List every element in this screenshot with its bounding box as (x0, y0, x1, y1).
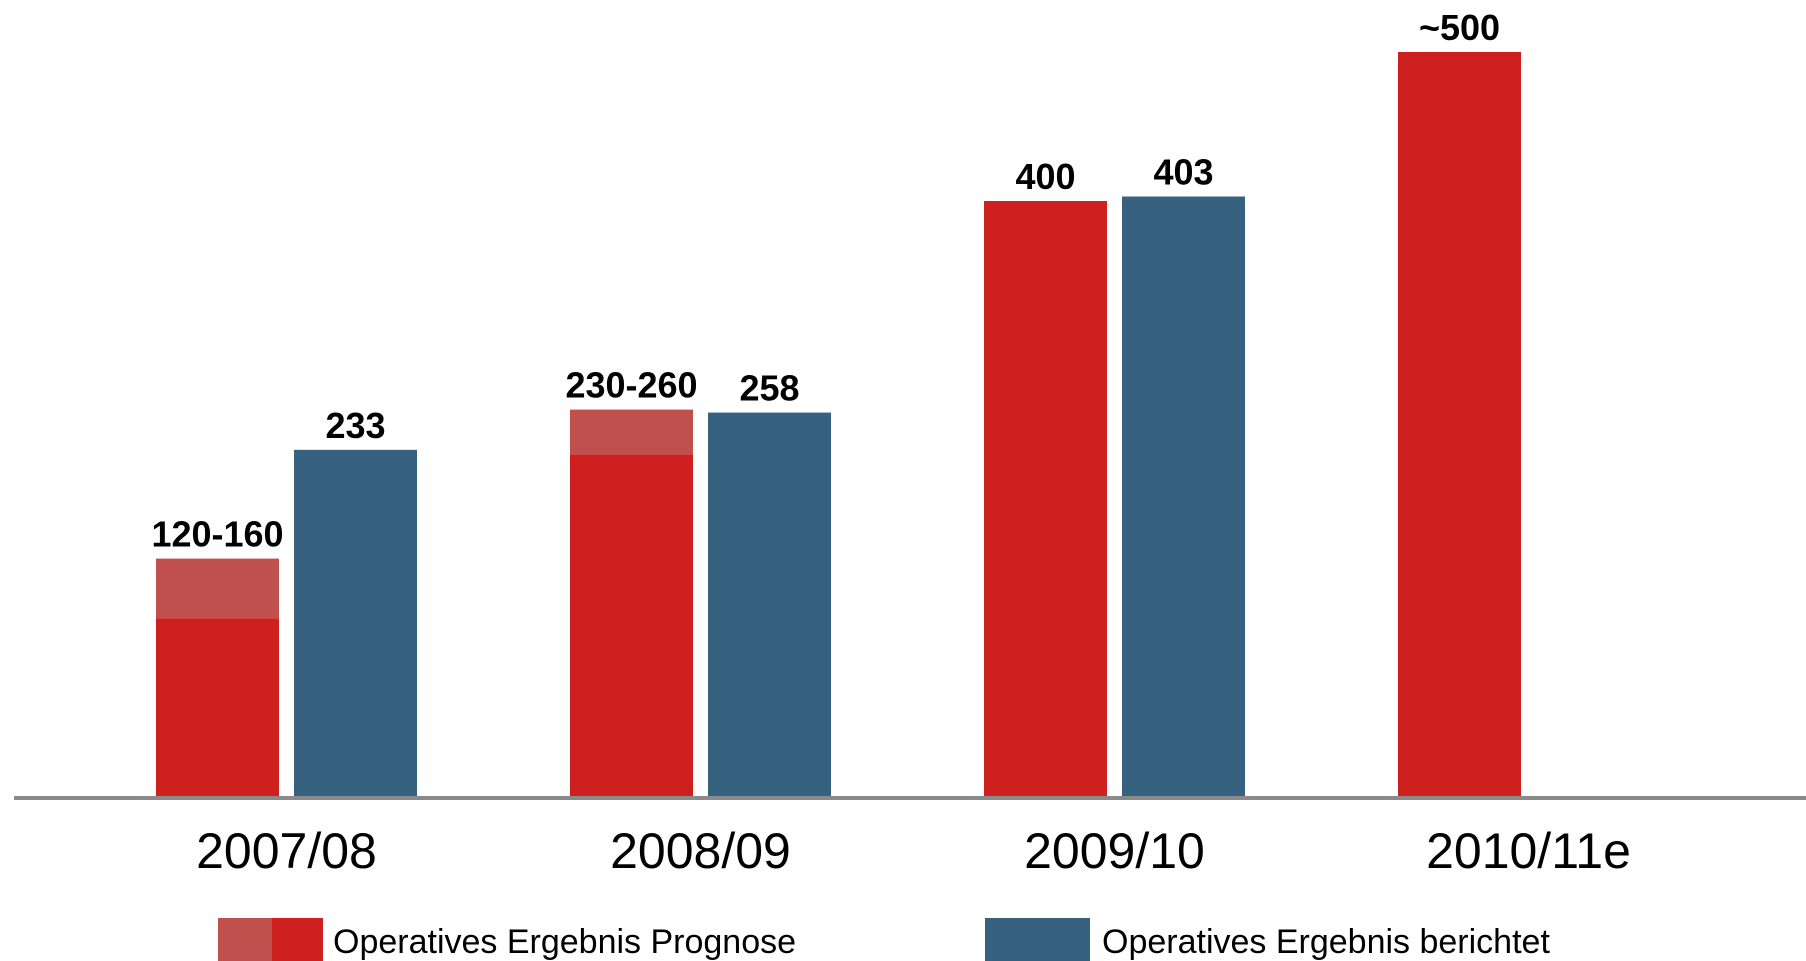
forecast-bar-2010/11e (1398, 52, 1521, 797)
reported-value-label: 258 (739, 368, 799, 409)
forecast-range-bar-2008/09 (570, 409, 693, 455)
legend-swatch-forecast (272, 918, 323, 961)
forecast-value-label: 230-260 (565, 365, 697, 406)
category-label: 2009/10 (1024, 823, 1205, 879)
reported-value-label: 233 (325, 405, 385, 446)
category-label: 2008/09 (610, 823, 791, 879)
legend-label-forecast: Operatives Ergebnis Prognose (333, 923, 796, 961)
forecast-bar-2007/08 (156, 618, 279, 797)
forecast-value-label: ~500 (1419, 7, 1500, 48)
reported-bar-2008/09 (708, 412, 831, 797)
forecast-value-label: 400 (1015, 156, 1075, 197)
reported-bar-2007/08 (294, 449, 417, 797)
forecast-bar-2009/10 (984, 201, 1107, 797)
forecast-range-bar-2007/08 (156, 558, 279, 619)
forecast-bar-2008/09 (570, 454, 693, 797)
reported-value-label: 403 (1153, 152, 1213, 193)
category-label: 2010/11e (1426, 823, 1631, 879)
legend-swatch-reported (985, 918, 1090, 961)
legend-swatch-forecast-range (218, 918, 272, 961)
forecast-value-label: 120-160 (151, 514, 283, 555)
legend-label-reported: Operatives Ergebnis berichtet (1102, 923, 1550, 961)
reported-bar-2009/10 (1122, 196, 1245, 797)
category-label: 2007/08 (196, 823, 377, 879)
